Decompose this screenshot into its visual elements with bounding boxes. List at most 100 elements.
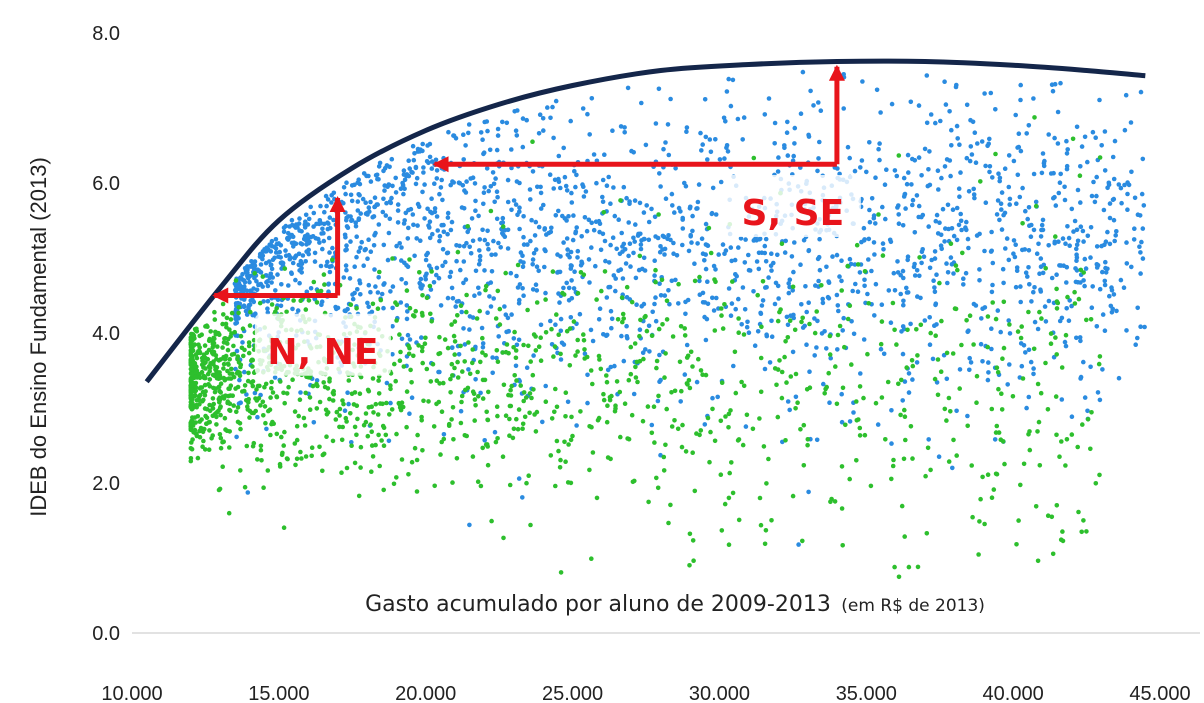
data-point — [1094, 244, 1100, 249]
data-point — [924, 531, 930, 536]
data-point — [835, 332, 841, 338]
data-point — [611, 185, 616, 190]
data-point — [891, 270, 897, 276]
data-point — [513, 355, 519, 361]
data-point — [369, 404, 375, 410]
data-point — [482, 438, 488, 443]
x-tick-labels: 10.000 15.000 20.000 25.000 30.000 35.000 40.0… — [101, 683, 1190, 703]
data-point — [202, 392, 208, 398]
data-point — [441, 229, 447, 235]
data-point — [387, 412, 392, 417]
data-point — [445, 345, 451, 351]
data-point — [250, 383, 256, 389]
data-point — [832, 499, 838, 504]
data-point — [619, 295, 625, 300]
data-point — [220, 464, 225, 470]
data-point — [664, 406, 669, 412]
data-point — [470, 315, 476, 320]
data-point — [325, 197, 331, 202]
data-point — [425, 206, 430, 212]
data-point — [633, 222, 638, 227]
data-point — [283, 223, 289, 229]
data-point — [629, 412, 635, 418]
data-point — [462, 359, 468, 364]
data-point — [566, 214, 571, 219]
data-point — [927, 149, 932, 154]
data-point — [777, 309, 782, 315]
data-point — [477, 258, 483, 263]
data-point — [1013, 112, 1018, 118]
data-point — [267, 242, 273, 247]
data-point — [308, 286, 314, 291]
data-point — [495, 436, 500, 441]
data-point — [197, 402, 202, 407]
data-point — [876, 146, 881, 152]
data-point — [529, 395, 534, 401]
data-point — [1064, 166, 1070, 172]
data-point — [896, 212, 901, 217]
data-point — [1080, 422, 1085, 427]
data-point — [673, 277, 678, 283]
data-point — [1038, 256, 1044, 261]
data-point — [718, 418, 724, 424]
data-point — [253, 408, 258, 414]
data-point — [218, 435, 224, 441]
data-point — [1071, 229, 1076, 234]
data-point — [999, 391, 1004, 397]
data-point — [467, 522, 472, 528]
data-point — [1102, 168, 1108, 173]
data-point — [234, 434, 239, 440]
data-point — [193, 380, 199, 386]
data-point — [696, 356, 701, 362]
data-point — [404, 263, 409, 268]
data-point — [862, 277, 867, 283]
data-point — [874, 87, 880, 93]
data-point — [207, 428, 212, 433]
data-point — [605, 367, 611, 373]
data-point — [379, 291, 385, 297]
data-point — [854, 458, 859, 463]
data-point — [1007, 202, 1012, 207]
data-point — [1094, 174, 1099, 180]
data-point — [1070, 136, 1076, 142]
data-point — [554, 312, 559, 317]
data-point — [784, 130, 790, 135]
data-point — [996, 171, 1001, 176]
data-point — [188, 337, 194, 342]
data-point — [404, 389, 410, 394]
data-point — [732, 257, 738, 263]
data-point — [437, 233, 443, 239]
x-tick-label: 20.000 — [395, 683, 456, 703]
data-point — [792, 327, 798, 333]
data-point — [878, 110, 883, 115]
data-point — [449, 322, 454, 327]
data-point — [855, 289, 861, 295]
data-point — [822, 391, 827, 396]
data-point — [450, 179, 455, 184]
data-point — [835, 347, 840, 352]
data-point — [462, 342, 468, 347]
data-point — [452, 352, 458, 357]
data-point — [1005, 382, 1010, 387]
data-point — [1040, 151, 1046, 156]
data-point — [293, 462, 298, 468]
data-point — [710, 295, 715, 301]
data-point — [1131, 237, 1137, 242]
data-point — [826, 370, 831, 376]
data-point — [520, 264, 526, 270]
data-point — [944, 261, 949, 266]
data-point — [652, 273, 657, 278]
data-point — [894, 173, 900, 179]
data-point — [813, 283, 818, 288]
data-point — [1064, 138, 1069, 144]
data-point — [643, 347, 648, 352]
data-point — [847, 256, 853, 262]
data-point — [1079, 529, 1084, 535]
data-point — [841, 315, 846, 321]
data-point — [852, 168, 858, 174]
data-point — [922, 146, 928, 152]
data-point — [999, 407, 1005, 412]
data-point — [1001, 299, 1007, 305]
data-point — [980, 474, 985, 480]
data-point — [933, 333, 938, 339]
